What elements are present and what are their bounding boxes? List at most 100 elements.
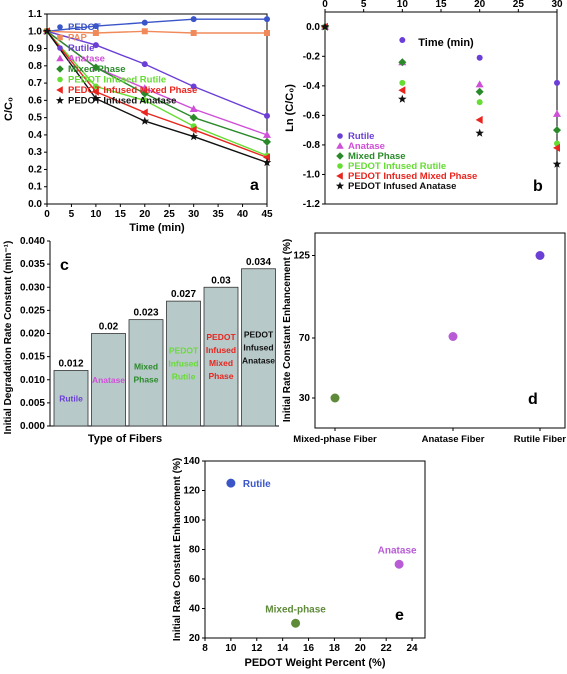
panel-e-point (226, 478, 236, 488)
panel-e-letter: e (395, 607, 404, 624)
panel-c-bar-label: Infused (243, 342, 273, 352)
panel-c-ytick-label: 0.030 (20, 282, 45, 293)
panel-a-legend-label: Rutile (68, 43, 94, 54)
panel-b-xtick-label: 20 (474, 0, 486, 10)
panel-a-letter: a (250, 177, 259, 194)
panel-a-legend-marker (57, 45, 63, 51)
panel-c-ytick-label: 0.020 (20, 329, 45, 340)
panel-e-xtick-label: 14 (277, 643, 289, 654)
panel-a-point (264, 30, 270, 36)
panel-b-ytick-label: -1.2 (303, 199, 321, 210)
panel-c-value-label: 0.02 (99, 322, 119, 333)
panel-e-ytick-label: 20 (189, 633, 201, 644)
panel-a-xtick-label: 25 (164, 209, 176, 220)
panel-a-frame (46, 13, 268, 205)
panel-c-value-label: 0.03 (211, 275, 231, 286)
panel-b-legend-marker (336, 172, 343, 180)
panel-e-ylabel: Initial Rate Constant Enhancement (%) (172, 458, 183, 641)
panel-b-xtick-label: 10 (397, 0, 409, 10)
panel-a-xtick-label: 5 (69, 209, 75, 220)
panel-a-ytick-label: 0.5 (28, 113, 42, 124)
panel-a-point (263, 153, 270, 162)
panel-a-point (264, 16, 270, 23)
panel-c-bar-label: PEDOT (169, 346, 199, 356)
panel-b-legend-label: PEDOT Infused Anatase (348, 181, 456, 192)
panel-b-letter: b (533, 178, 543, 195)
panel-b-point (475, 80, 484, 88)
panel-a-ytick-label: 0.0 (28, 199, 42, 210)
panel-b-legend-marker (337, 163, 343, 169)
panel-c-bar (241, 268, 276, 427)
panel-c-bar-label: Rutile (59, 393, 83, 403)
panel-b-point (398, 58, 407, 67)
panel-b-legend-label: PEDOT Infused Rutile (348, 161, 446, 172)
panel-e-ytick-label: 120 (183, 486, 200, 497)
panel-a-ytick-label: 0.7 (28, 78, 42, 89)
panel-e-point-label: Mixed-phase (265, 604, 326, 615)
panel-b-point (475, 87, 484, 96)
panel-b-legend-marker (336, 142, 344, 149)
panel-c-bar-label: Mixed (209, 358, 233, 368)
panel-a-legend-marker (57, 34, 63, 41)
panel-c-letter: c (60, 257, 69, 274)
panel-a-point (91, 63, 100, 72)
panel-c-ytick-label: 0.025 (20, 305, 45, 316)
panel-a-legend-label: PAP (68, 33, 87, 44)
panel-b-legend-label: PEDOT Infused Mixed Phase (348, 171, 477, 182)
panel-a-point (141, 19, 148, 26)
panel-b-point (399, 79, 406, 86)
panel-e-xtick-label: 24 (406, 643, 418, 654)
panel-a-ylabel: C/C₀ (3, 97, 15, 121)
panel-c-bar (91, 333, 126, 427)
panel-c-ytick-label: 0.005 (20, 398, 45, 409)
panel-c-bar-label: Rutile (172, 372, 196, 382)
panel-b-point (552, 159, 562, 168)
panel-e-xtick-label: 16 (303, 643, 315, 654)
panel-a-xtick-label: 20 (139, 209, 151, 220)
panel-a-point (189, 125, 197, 134)
panel-a-legend-marker (56, 86, 63, 94)
panel-c-bar-label: Anatase (242, 355, 275, 365)
panel-e-ytick-label: 140 (183, 456, 200, 467)
panel-a-point (189, 105, 198, 112)
panel-b-xlabel: Time (min) (418, 37, 474, 49)
panel-b-point (553, 109, 561, 117)
panel-e-xtick-label: 18 (329, 643, 341, 654)
panel-b-point (553, 143, 560, 152)
panel-a-ytick-label: 0.6 (28, 95, 42, 106)
panel-e-xtick-label: 10 (225, 643, 237, 654)
panel-a-legend-label: Anatase (68, 54, 105, 65)
panel-b-ytick-label: 0.0 (306, 22, 320, 33)
panel-a-legend-label: PEDOT Infused Anatase (68, 96, 176, 107)
panel-b-xtick-label: 15 (435, 0, 447, 10)
panel-b-point (320, 22, 330, 31)
panel-e-point-label: Anatase (378, 545, 417, 556)
panel-e-xtick-label: 8 (202, 643, 208, 654)
panel-a-point (141, 61, 148, 68)
panel-c-ytick-label: 0.035 (20, 259, 45, 270)
panel-e-point (291, 618, 301, 628)
panel-a-xtick-label: 15 (115, 209, 127, 220)
panel-e-xtick-label: 20 (355, 643, 367, 654)
panel-c-value-label: 0.012 (58, 359, 83, 370)
panel-d-frame (314, 232, 566, 429)
panel-e-xtick-label: 12 (251, 643, 263, 654)
panel-a-point (42, 26, 52, 35)
panel-e-ytick-label: 100 (183, 515, 200, 526)
panel-b-xtick-label: 30 (551, 0, 563, 10)
panel-a-point (140, 84, 149, 92)
panel-d-point (330, 393, 340, 403)
panel-a-point (92, 23, 99, 30)
panel-e-ytick-label: 40 (189, 604, 201, 615)
panel-c-value-label: 0.023 (133, 308, 158, 319)
panel-a-legend-marker (55, 96, 65, 104)
panel-e-ytick-label: 80 (189, 545, 201, 556)
panel-a-ytick-label: 0.4 (28, 130, 42, 141)
panel-c-bar (203, 286, 239, 427)
panel-a-xtick-label: 30 (188, 209, 200, 220)
panel-c-ylabel: Initial Degradation Rate Constant (min⁻¹… (3, 241, 14, 435)
panel-e-ytick-label: 60 (189, 574, 201, 585)
panel-e-xtick-label: 22 (381, 643, 393, 654)
panel-d-ytick-label: 125 (293, 251, 310, 262)
panel-b-ytick-label: -0.6 (303, 110, 321, 121)
